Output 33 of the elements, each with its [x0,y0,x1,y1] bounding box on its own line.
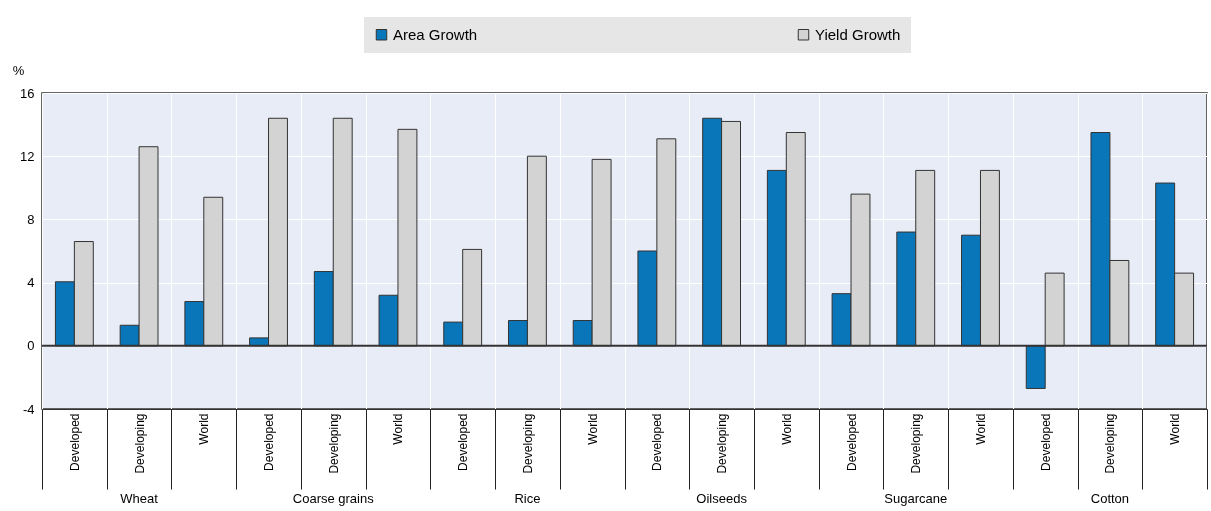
x-tick-label: Developed [67,413,82,471]
y-tick-label: 8 [27,211,35,227]
text: Coarse grains [292,491,375,506]
y-tick-label: 12 [20,148,35,164]
text: Sugarcane [884,491,948,506]
x-tick-label: Developed [456,413,471,471]
x-tick-label: Developing [1103,413,1118,474]
x-tick-label: World [391,413,406,445]
x-tick-label: Developed [1038,413,1053,471]
x-tick-label: World [1168,413,1183,445]
x-tick-label: Developed [262,413,277,471]
y-tick-label: 4 [27,275,35,291]
text: Wheat [120,491,159,506]
text: Rice [514,491,541,506]
x-tick-label: Developing [326,413,341,474]
y-tick-label: 0 [27,338,35,354]
y-tick-label: -4 [22,401,35,417]
x-tick-label: Developing [132,413,147,474]
x-tick-label: World [197,413,212,445]
x-tick-label: World [585,413,600,445]
x-tick-label: Developed [650,413,665,471]
x-tick-label: Developing [715,413,730,474]
text: Oilseeds [696,491,748,506]
x-tick-label: Developing [520,413,535,474]
x-tick-label: World [779,413,794,445]
x-tick-label: Developing [909,413,924,474]
y-tick-label: 16 [20,85,35,101]
legend-label: Area Growth [393,25,478,43]
x-tick-label: Developed [844,413,859,471]
legend-label: Yield Growth [815,25,901,43]
x-tick-label: World [973,413,988,445]
text: Cotton [1090,491,1130,506]
y-axis-title: % [12,62,25,78]
